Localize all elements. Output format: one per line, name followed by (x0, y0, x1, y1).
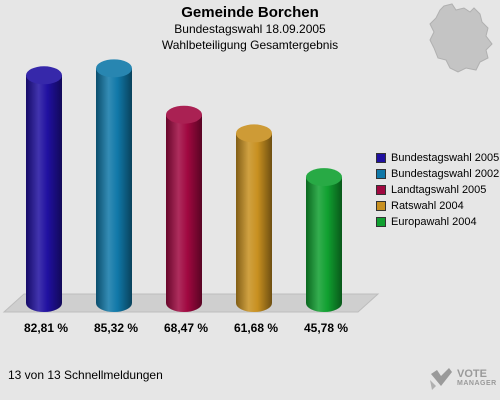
legend-label: Ratswahl 2004 (391, 200, 464, 212)
legend-label: Europawahl 2004 (391, 216, 477, 228)
legend-swatch (376, 217, 386, 227)
germany-map-icon (429, 3, 493, 73)
legend-item: Bundestagswahl 2002 (376, 166, 499, 182)
legend-item: Bundestagswahl 2005 (376, 150, 499, 166)
brand-line-1: VOTE (457, 368, 487, 380)
data-label: 61,68 % (234, 321, 278, 335)
bar (306, 177, 342, 312)
chart-title: Gemeinde Borchen (181, 4, 319, 21)
data-label: 82,81 % (24, 321, 68, 335)
data-label: 45,78 % (304, 321, 348, 335)
bar (26, 75, 62, 313)
bar-top (236, 124, 272, 143)
legend-label: Bundestagswahl 2005 (391, 152, 500, 164)
legend-swatch (376, 185, 386, 195)
footer-status: 13 von 13 Schnellmeldungen (8, 368, 163, 382)
vote-check-icon (430, 368, 452, 390)
legend-item: Landtagswahl 2005 (376, 182, 499, 198)
bar (96, 68, 132, 313)
legend-label: Bundestagswahl 2002 (391, 168, 500, 180)
chart-legend: Bundestagswahl 2005 Bundestagswahl 2002 … (376, 150, 499, 230)
chart-subtitle-secondary: Wahlbeteiligung Gesamtergebnis (161, 38, 339, 52)
bar-top (26, 66, 62, 85)
legend-item: Ratswahl 2004 (376, 198, 499, 214)
legend-swatch (376, 201, 386, 211)
legend-swatch (376, 153, 386, 163)
vote-manager-logo: VOTE MANAGER (428, 366, 497, 392)
bar (166, 114, 202, 313)
legend-swatch (376, 169, 386, 179)
legend-item: Europawahl 2004 (376, 214, 499, 230)
brand-line-2: MANAGER (457, 380, 497, 387)
bar-top (96, 59, 132, 78)
chart-subtitle: Bundestagswahl 18.09.2005 (174, 22, 326, 36)
bar-top (306, 168, 342, 187)
bar-top (166, 105, 202, 124)
bar (236, 133, 272, 312)
data-label: 85,32 % (94, 321, 138, 335)
data-label: 68,47 % (164, 321, 208, 335)
legend-label: Landtagswahl 2005 (391, 184, 487, 196)
